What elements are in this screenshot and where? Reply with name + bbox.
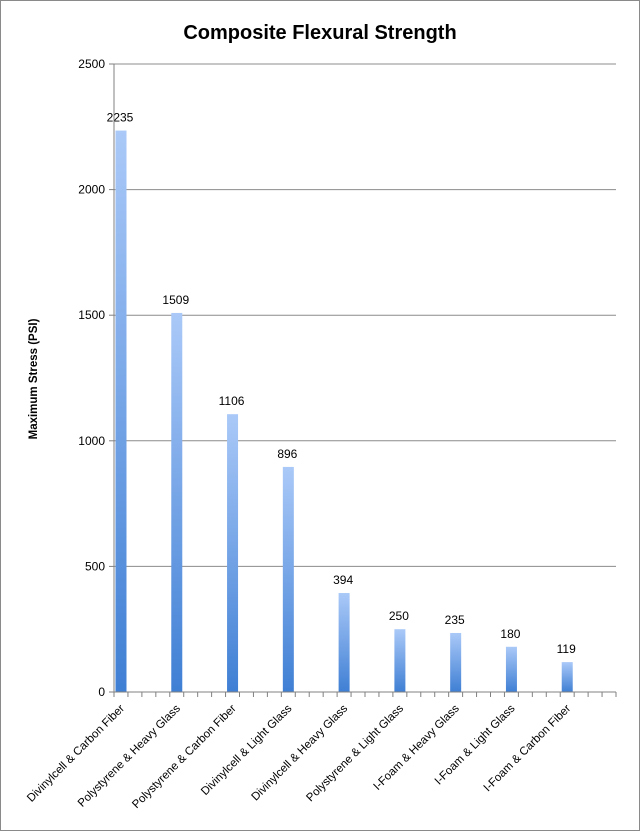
x-tick-label: Divinylcell & Carbon Fiber [25, 703, 127, 805]
x-tick-label: Polystyrene & Carbon Fiber [130, 703, 238, 811]
y-tick-label: 0 [98, 685, 105, 699]
data-label: 119 [557, 642, 576, 656]
data-label: 2235 [107, 111, 134, 125]
y-tick-label: 2000 [78, 183, 105, 197]
data-label: 394 [333, 573, 353, 587]
bar [282, 466, 294, 692]
bar [561, 662, 573, 692]
data-label: 235 [445, 613, 465, 627]
bars [115, 130, 573, 692]
y-axis-ticks: 0 500 1000 1500 2000 2500 [78, 57, 114, 699]
bar [450, 632, 462, 692]
x-tick-label: Polystyrene & Light Glass [304, 702, 406, 804]
bar [171, 312, 183, 692]
x-tick-label: Divinylcell & Heavy Glass [250, 702, 351, 803]
y-tick-label: 1500 [78, 308, 105, 322]
data-labels: 2235 1509 1106 896 394 250 235 180 119 [107, 111, 576, 657]
bar [227, 414, 239, 692]
data-label: 896 [277, 447, 297, 461]
data-label: 1509 [162, 293, 189, 307]
bar [394, 629, 406, 692]
axes [113, 64, 616, 693]
y-tick-label: 2500 [78, 57, 105, 71]
y-tick-label: 500 [85, 559, 105, 573]
x-tick-label: Divinylcell & Light Glass [199, 702, 294, 797]
y-tick-label: 1000 [78, 434, 105, 448]
bar [505, 646, 517, 692]
chart-title: Composite Flexural Strength [183, 22, 456, 44]
bar [338, 593, 350, 692]
data-label: 180 [500, 627, 520, 641]
gridlines [114, 63, 616, 567]
y-axis-label: Maximum Stress (PSI) [28, 318, 40, 439]
bar [115, 130, 127, 692]
data-label: 1106 [219, 394, 245, 408]
x-tick-label: Polystyrene & Heavy Glass [76, 702, 183, 809]
data-label: 250 [389, 609, 409, 623]
